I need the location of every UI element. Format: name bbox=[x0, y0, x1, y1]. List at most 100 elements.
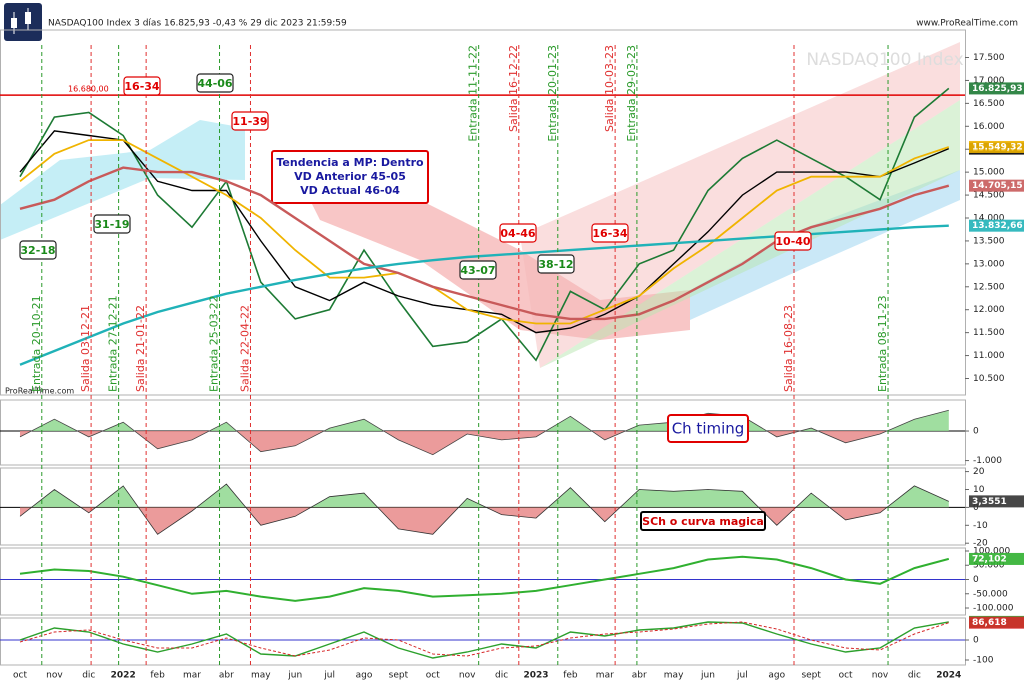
x-tick-label: oct bbox=[13, 671, 27, 681]
x-tick-label: jul bbox=[323, 671, 335, 681]
signal-label: Salida 16-12-22 bbox=[507, 45, 520, 132]
y-tick-label: 0 bbox=[973, 575, 979, 585]
value-label: 15.549,32 bbox=[972, 142, 1023, 152]
x-tick-label: jul bbox=[736, 671, 748, 681]
trend-box: Tendencia a MP: Dentro VD Anterior 45-05… bbox=[271, 150, 429, 204]
y-tick-label: 10 bbox=[973, 485, 985, 495]
value-label-box bbox=[969, 495, 1024, 508]
level-label: 16.680,00 bbox=[68, 85, 109, 94]
trend-text: VD Anterior 45-05 bbox=[294, 170, 406, 183]
x-tick-label: mar bbox=[596, 671, 614, 681]
x-tick-label: ago bbox=[356, 671, 373, 681]
value-label: 72,102 bbox=[972, 554, 1007, 564]
panel-frame bbox=[0, 617, 966, 666]
annotation: 04-46 bbox=[500, 227, 536, 240]
cloud bbox=[0, 120, 245, 240]
panel-note: Ch timing bbox=[672, 420, 745, 438]
signal-label: Salida 16-08-23 bbox=[782, 305, 795, 392]
panel-frame bbox=[0, 29, 966, 396]
x-tick-label: 2022 bbox=[111, 671, 136, 681]
annotation-box bbox=[499, 223, 537, 243]
header-title: NASDAQ100 Index 3 días 16.825,93 -0,43 %… bbox=[48, 19, 347, 29]
y-tick-label: 12.000 bbox=[973, 305, 1005, 315]
value-label-box bbox=[969, 219, 1024, 232]
y-tick-label: 16.500 bbox=[973, 99, 1005, 109]
y-tick-label: 0 bbox=[973, 636, 979, 646]
y-tick-label: -1.000 bbox=[973, 456, 1002, 466]
y-tick-label: 11.500 bbox=[973, 328, 1005, 338]
x-tick-label: abr bbox=[219, 671, 234, 681]
panel-frame bbox=[0, 547, 966, 616]
panel-frame bbox=[0, 399, 966, 466]
annotation: 16-34 bbox=[124, 80, 160, 93]
trend-text: VD Actual 46-04 bbox=[300, 184, 400, 197]
annotation-box bbox=[774, 231, 812, 251]
y-tick-label: -50.000 bbox=[973, 589, 1008, 599]
app-icon bbox=[4, 3, 42, 41]
panel-note-box bbox=[640, 511, 766, 531]
annotation: 31-19 bbox=[94, 218, 129, 231]
y-tick-label: 17.000 bbox=[973, 76, 1005, 86]
x-tick-label: ago bbox=[768, 671, 785, 681]
icon-box bbox=[4, 3, 42, 41]
area bbox=[20, 431, 949, 455]
x-tick-label: nov bbox=[872, 671, 889, 681]
annotation-box bbox=[196, 73, 234, 93]
series-line bbox=[19, 139, 950, 325]
x-tick-label: feb bbox=[563, 671, 578, 681]
annotation: 43-07 bbox=[460, 264, 495, 277]
annotation-box bbox=[591, 223, 629, 243]
signal-label: Salida 10-03-23 bbox=[603, 45, 616, 132]
annotation-box bbox=[93, 214, 131, 234]
x-tick-label: 2023 bbox=[523, 671, 548, 681]
y-tick-label: -100.000 bbox=[973, 604, 1014, 614]
x-tick-label: oct bbox=[426, 671, 440, 681]
cloud bbox=[690, 170, 960, 320]
value-label: 86,618 bbox=[972, 618, 1007, 628]
y-tick-label: 11.000 bbox=[973, 351, 1005, 361]
x-tick-label: sept bbox=[801, 671, 821, 681]
value-label-box bbox=[969, 552, 1024, 565]
annotation: 10-40 bbox=[775, 235, 811, 248]
y-tick-label: -10 bbox=[973, 521, 988, 531]
signal-label: Entrada 11-11-22 bbox=[467, 45, 480, 142]
icon-candle bbox=[25, 12, 31, 24]
trend-channel bbox=[540, 100, 960, 368]
x-tick-label: abr bbox=[632, 671, 647, 681]
y-tick-label: 17.500 bbox=[973, 53, 1005, 63]
value-label-box bbox=[969, 140, 1024, 153]
value-label: 16.825,93 bbox=[972, 84, 1023, 94]
series-line bbox=[19, 87, 950, 362]
x-tick-label: dic bbox=[908, 671, 921, 681]
signal-label: Entrada 27-12-21 bbox=[107, 295, 120, 392]
annotation: 38-12 bbox=[538, 258, 573, 271]
value-label-box bbox=[969, 616, 1024, 629]
x-tick-label: jun bbox=[287, 671, 302, 681]
y-tick-label: 14.500 bbox=[973, 191, 1005, 201]
x-tick-label: dic bbox=[82, 671, 95, 681]
cloud bbox=[300, 180, 690, 340]
annotation-box bbox=[123, 76, 161, 96]
y-tick-label: 12.500 bbox=[973, 282, 1005, 292]
y-tick-label: -20 bbox=[973, 539, 988, 549]
x-tick-label: jun bbox=[700, 671, 715, 681]
value-label: 3,3551 bbox=[972, 497, 1007, 507]
header-site: www.ProRealTime.com bbox=[916, 19, 1018, 29]
y-tick-label: 16.000 bbox=[973, 122, 1005, 132]
x-tick-label: nov bbox=[459, 671, 476, 681]
x-tick-label: nov bbox=[46, 671, 63, 681]
value-label: 13.832,66 bbox=[972, 221, 1023, 231]
value-label: 14.705,15 bbox=[972, 181, 1023, 191]
y-tick-label: 13.000 bbox=[973, 259, 1005, 269]
signal-label: Salida 22-04-22 bbox=[238, 305, 251, 392]
trend-text: Tendencia a MP: Dentro bbox=[276, 156, 424, 169]
annotation-box bbox=[231, 111, 269, 131]
y-tick-label: 14.000 bbox=[973, 214, 1005, 224]
value-label-box bbox=[969, 82, 1024, 95]
x-tick-label: oct bbox=[839, 671, 853, 681]
y-tick-label: 13.500 bbox=[973, 236, 1005, 246]
annotation: 16-34 bbox=[592, 227, 628, 240]
